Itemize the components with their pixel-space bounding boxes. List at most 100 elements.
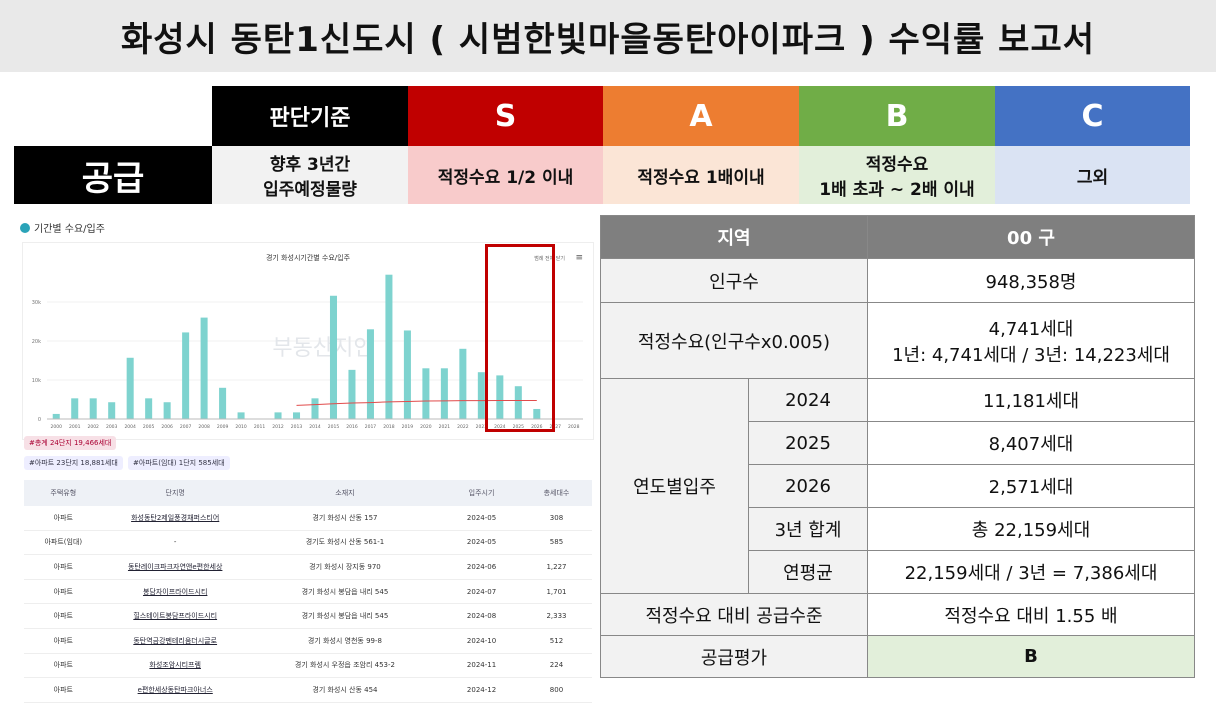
- cell-name[interactable]: 봉담자이프라이드시티: [102, 579, 248, 605]
- cell-type: 아파트: [24, 677, 103, 703]
- region-header-label: 지역: [600, 215, 868, 259]
- bar[interactable]: [422, 368, 430, 419]
- bar[interactable]: [533, 408, 541, 419]
- bar[interactable]: [440, 368, 448, 419]
- x-tick-label: 2021: [439, 424, 451, 430]
- cell-name[interactable]: 동탄레이크파크자연앤e편한세상: [102, 554, 248, 580]
- x-tick-label: 2022: [457, 424, 469, 430]
- bar[interactable]: [145, 398, 153, 419]
- hamburger-menu-icon[interactable]: ≡: [575, 253, 583, 263]
- demand-value-line1: 4,741세대: [988, 318, 1074, 340]
- cell-units: 224: [520, 653, 592, 679]
- year-2026-value: 2,571세대: [867, 464, 1195, 508]
- table-row[interactable]: 아파트 화성동탄2제일풍경채퍼스티어 경기 화성시 산동 157 2024-05 308: [24, 506, 592, 531]
- col-date: 입주시기: [442, 480, 521, 506]
- x-tick-label: 2004: [124, 424, 136, 430]
- table-row[interactable]: 아파트(임대) - 경기도 화성시 산동 561-1 2024-05 585: [24, 530, 592, 556]
- bar[interactable]: [52, 413, 60, 419]
- cell-type: 아파트: [24, 554, 103, 580]
- bar[interactable]: [237, 412, 245, 419]
- watermark-text: 부동산지인: [272, 336, 373, 361]
- x-tick-label: 2016: [346, 424, 358, 430]
- x-tick-label: 2001: [69, 424, 81, 430]
- bar[interactable]: [293, 412, 301, 419]
- bar[interactable]: [200, 317, 208, 419]
- sum-label: 3년 합계: [748, 507, 868, 551]
- grade-s-header: S: [408, 86, 603, 146]
- cell-name[interactable]: e편한세상동탄파크아너스: [102, 677, 248, 703]
- table-row[interactable]: 아파트 힐스테이트봉담프라이드시티 경기 화성시 봉담읍 내리 545 2024-08…: [24, 603, 592, 629]
- chart-legend-toggle[interactable]: 범례 전체 닫기: [534, 256, 565, 262]
- grade-a-desc: 적정수요 1배이내: [603, 146, 799, 204]
- bar[interactable]: [403, 330, 411, 419]
- cell-address: 경기 화성시 우정읍 조암리 453-2: [247, 653, 443, 679]
- supply-demand-panel: 기간별 수요/입주 경기 화성시기간별 수요/입주 범례 전체 닫기 ≡ 0 10…: [20, 214, 594, 703]
- y-tick-label: 30k: [32, 300, 41, 306]
- cell-units: 512: [520, 628, 592, 654]
- table-row[interactable]: 아파트 봉담자이프라이드시티 경기 화성시 봉담읍 내리 545 2024-07 1,7…: [24, 579, 592, 605]
- bar[interactable]: [163, 402, 171, 419]
- col-type: 주택유형: [24, 480, 103, 506]
- bar[interactable]: [71, 398, 79, 419]
- avg-value: 22,159세대 / 3년 = 7,386세대: [867, 550, 1195, 594]
- bar[interactable]: [329, 295, 337, 419]
- cell-date: 2024-05: [442, 530, 521, 556]
- cell-name[interactable]: 동탄역금강펜테리움더시글로: [102, 628, 248, 654]
- grade-c-desc: 그외: [995, 146, 1190, 204]
- col-address: 소재지: [247, 480, 443, 506]
- cell-type: 아파트: [24, 628, 103, 654]
- bar[interactable]: [108, 402, 116, 419]
- x-tick-label: 2028: [568, 424, 580, 430]
- level-label: 적정수요 대비 공급수준: [600, 593, 868, 636]
- cell-date: 2024-07: [442, 579, 521, 605]
- bar[interactable]: [496, 375, 504, 419]
- cell-name[interactable]: 힐스테이트봉담프라이드시티: [102, 603, 248, 629]
- x-tick-label: 2000: [51, 424, 63, 430]
- analysis-table: 지역 00 구 인구수 948,358명 적정수요(인구수x0.005) 4,7…: [600, 215, 1195, 678]
- x-tick-label: 2027: [550, 424, 562, 430]
- bar[interactable]: [219, 387, 227, 419]
- summary-total-badge: #총계 24단지 19,466세대: [24, 436, 117, 450]
- summary-apt-badge: #아파트 23단지 18,881세대: [24, 456, 123, 470]
- table-row[interactable]: 아파트 화성조암시티프렘 경기 화성시 우정읍 조암리 453-2 2024-11 22…: [24, 653, 592, 679]
- panel-title-text: 기간별 수요/입주: [34, 224, 105, 235]
- bar[interactable]: [348, 369, 356, 419]
- supply-desc: 향후 3년간 입주예정물량: [212, 146, 408, 204]
- cell-name[interactable]: -: [102, 530, 248, 556]
- table-row[interactable]: 아파트 e편한세상동탄파크아너스 경기 화성시 산동 454 2024-12 800: [24, 677, 592, 703]
- bar[interactable]: [89, 398, 97, 419]
- bar[interactable]: [514, 386, 522, 419]
- eval-value: B: [867, 635, 1195, 678]
- x-tick-label: 2023: [476, 424, 488, 430]
- bar[interactable]: [366, 329, 374, 419]
- cell-date: 2024-12: [442, 677, 521, 703]
- cell-name[interactable]: 화성조암시티프렘: [102, 653, 248, 679]
- year-2024-label: 2024: [748, 378, 868, 422]
- bar[interactable]: [385, 274, 393, 419]
- table-row[interactable]: 아파트 동탄역금강펜테리움더시글로 경기 화성시 영천동 99-8 2024-10 51…: [24, 628, 592, 654]
- col-name: 단지명: [102, 480, 248, 506]
- cell-units: 2,333: [520, 603, 592, 629]
- cell-name[interactable]: 화성동탄2제일풍경채퍼스티어: [102, 506, 248, 531]
- grade-c-header: C: [995, 86, 1190, 146]
- table-row[interactable]: 아파트 동탄레이크파크자연앤e편한세상 경기 화성시 장지동 970 2024-06 1…: [24, 554, 592, 580]
- bar[interactable]: [182, 332, 190, 419]
- cell-units: 1,701: [520, 579, 592, 605]
- bar[interactable]: [126, 357, 134, 419]
- chart-title: 경기 화성시기간별 수요/입주: [265, 254, 351, 262]
- bar[interactable]: [477, 372, 485, 419]
- bar[interactable]: [311, 398, 319, 419]
- x-tick-label: 2010: [235, 424, 247, 430]
- blank-cell: [14, 86, 212, 146]
- bar[interactable]: [274, 412, 282, 419]
- x-tick-label: 2026: [531, 424, 543, 430]
- x-tick-label: 2005: [143, 424, 155, 430]
- population-label: 인구수: [600, 258, 868, 303]
- x-tick-label: 2011: [254, 424, 266, 430]
- complex-table: 주택유형 단지명 소재지 입주시기 총세대수 아파트 화성동탄2제일풍경채퍼스티어…: [24, 480, 592, 703]
- bar[interactable]: [459, 348, 467, 419]
- demand-line: [296, 400, 537, 406]
- yearly-label: 연도별입주: [600, 378, 749, 594]
- level-value: 적정수요 대비 1.55 배: [867, 593, 1195, 636]
- x-tick-label: 2024: [494, 424, 506, 430]
